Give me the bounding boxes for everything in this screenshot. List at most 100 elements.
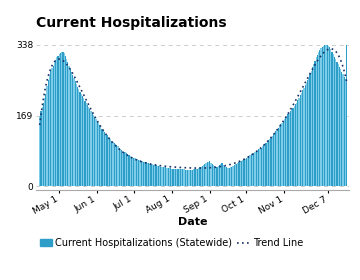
Bar	[220, 164, 221, 186]
Bar	[323, 46, 324, 186]
Bar	[246, 158, 247, 186]
Bar	[84, 101, 86, 186]
Legend: Current Hospitalizations (Statewide), Trend Line: Current Hospitalizations (Statewide), Tr…	[36, 234, 307, 252]
Bar	[98, 123, 99, 186]
Bar	[214, 166, 215, 186]
Bar	[46, 86, 48, 186]
Bar	[185, 170, 186, 186]
Bar	[305, 85, 306, 186]
Bar	[55, 60, 56, 186]
Bar	[320, 48, 322, 186]
Bar	[92, 113, 93, 186]
Bar	[133, 158, 135, 186]
Bar	[67, 62, 68, 186]
Bar	[103, 130, 104, 186]
Bar	[73, 78, 75, 186]
Bar	[72, 75, 73, 186]
Bar	[310, 74, 311, 186]
Bar	[104, 132, 105, 186]
Bar	[41, 107, 43, 186]
Bar	[324, 45, 325, 186]
Bar	[144, 162, 145, 186]
Bar	[251, 155, 252, 186]
Bar	[283, 121, 284, 186]
Bar	[201, 167, 202, 186]
Bar	[311, 71, 312, 186]
Bar	[298, 97, 300, 186]
Bar	[180, 169, 181, 186]
Bar	[108, 137, 109, 186]
Text: Current Hospitalizations: Current Hospitalizations	[36, 16, 227, 30]
Bar	[120, 149, 121, 186]
Bar	[210, 163, 212, 186]
Bar	[135, 158, 136, 186]
Bar	[166, 168, 167, 186]
Bar	[333, 54, 334, 186]
Bar	[202, 166, 203, 186]
Bar	[60, 53, 61, 186]
Bar	[89, 109, 90, 186]
Bar	[121, 150, 122, 186]
Bar	[155, 165, 157, 186]
Bar	[319, 50, 320, 186]
Bar	[258, 150, 259, 186]
Bar	[86, 102, 87, 186]
Bar	[293, 106, 295, 186]
Bar	[257, 150, 258, 186]
Bar	[252, 154, 253, 186]
Bar	[284, 119, 285, 186]
Bar	[256, 151, 257, 186]
Bar	[132, 157, 133, 186]
Bar	[261, 148, 262, 186]
Bar	[263, 145, 264, 186]
Bar	[287, 114, 289, 186]
Bar	[191, 170, 192, 186]
Bar	[71, 72, 72, 186]
Bar	[90, 111, 92, 186]
Bar	[269, 139, 270, 186]
Bar	[209, 161, 210, 186]
Bar	[141, 161, 142, 186]
Bar	[276, 129, 278, 186]
Bar	[314, 61, 316, 186]
Bar	[139, 160, 141, 186]
Bar	[307, 80, 308, 186]
Bar	[230, 167, 231, 186]
Bar	[301, 93, 302, 186]
Bar	[222, 165, 224, 186]
Bar	[102, 129, 103, 186]
Bar	[138, 160, 139, 186]
Bar	[225, 167, 226, 186]
Bar	[190, 170, 191, 186]
Bar	[82, 96, 83, 186]
Bar	[286, 116, 287, 186]
Bar	[83, 98, 84, 186]
Bar	[69, 69, 71, 186]
Bar	[172, 169, 174, 186]
Bar	[291, 109, 292, 186]
Bar	[268, 140, 269, 186]
Bar	[81, 94, 82, 186]
Bar	[165, 167, 166, 186]
Bar	[316, 57, 317, 186]
Bar	[110, 139, 111, 186]
Bar	[295, 104, 296, 186]
Bar	[170, 168, 171, 186]
Bar	[171, 169, 172, 186]
Bar	[199, 167, 201, 186]
Bar	[111, 141, 112, 186]
Bar	[235, 164, 236, 186]
Bar	[40, 111, 41, 186]
X-axis label: Date: Date	[178, 217, 207, 227]
Bar	[297, 100, 298, 186]
Bar	[339, 67, 340, 186]
Bar	[169, 168, 170, 186]
Bar	[147, 163, 148, 186]
Bar	[88, 107, 89, 186]
Bar	[212, 164, 213, 186]
Bar	[65, 56, 66, 186]
Bar	[336, 62, 338, 186]
Bar	[130, 156, 131, 186]
Bar	[143, 162, 144, 186]
Bar	[57, 56, 59, 186]
